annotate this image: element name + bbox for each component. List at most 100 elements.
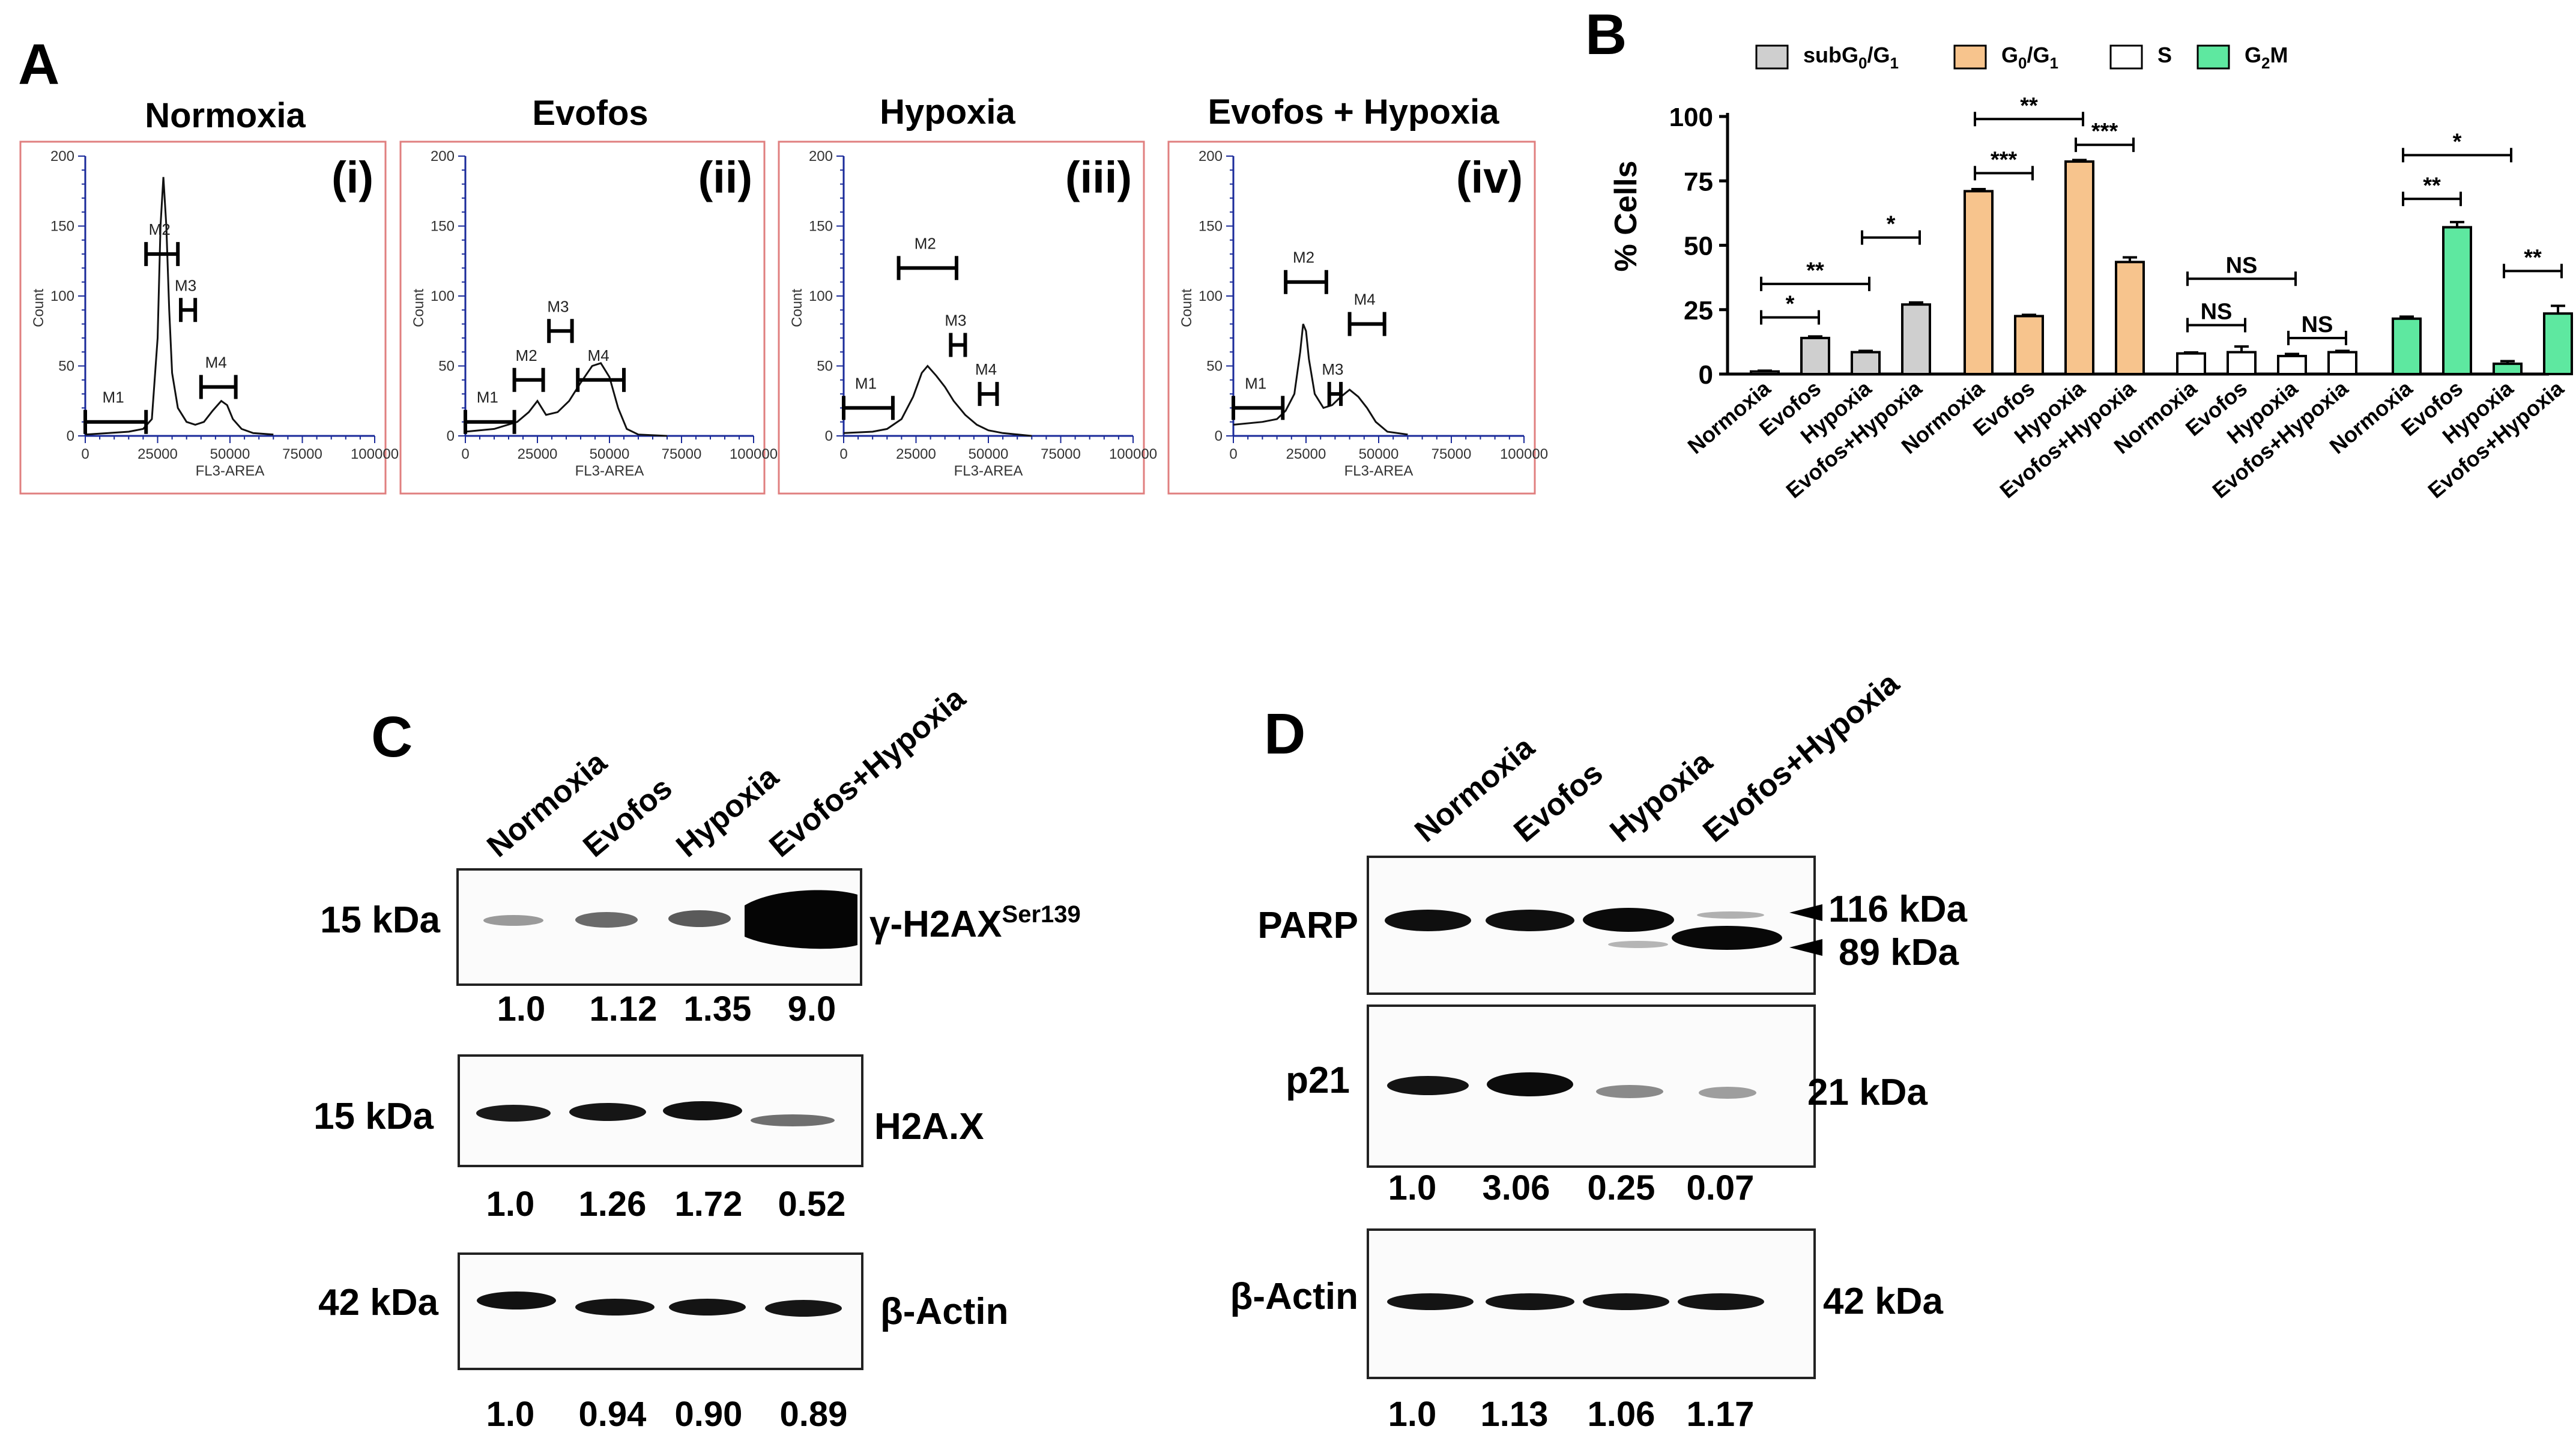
significance-bracket: ** — [2503, 245, 2563, 279]
x-tick-label: 25000 — [1286, 446, 1326, 462]
y-tick-label: 100 — [1199, 288, 1223, 304]
band — [745, 890, 857, 949]
blot-parp: PARP 116 kDa 89 kDa — [1257, 856, 1968, 995]
significance-bracket: NS — [2287, 312, 2347, 345]
band — [477, 1291, 556, 1310]
y-tick-label: 75 — [1684, 167, 1713, 196]
x-axis-label: FL3-AREA — [1344, 463, 1413, 479]
band — [1387, 1076, 1469, 1095]
panel-c-letter: C — [371, 705, 413, 769]
series-3: NormoxiaEvofosHypoxiaEvofos+HypoxiaNSNSN… — [2109, 253, 2357, 503]
legend-subscript: 1 — [2050, 54, 2058, 72]
gate-label: M3 — [547, 297, 569, 315]
x-axis-label: FL3-AREA — [954, 463, 1023, 479]
x-tick-label: 25000 — [896, 446, 936, 462]
bar — [1800, 336, 1830, 376]
legend-item: S — [2109, 43, 2172, 70]
arrowhead-116-icon — [1789, 904, 1822, 921]
gate-label: M2 — [1293, 249, 1314, 267]
x-axis-label: FL3-AREA — [575, 463, 644, 479]
x-tick-label: 25000 — [138, 446, 178, 462]
significance-label: NS — [2201, 299, 2233, 324]
gate-m3: M3 — [945, 312, 967, 357]
significance-label: * — [1887, 212, 1896, 237]
significance-bracket: *** — [1974, 147, 2034, 181]
band — [575, 1299, 655, 1316]
x-tick-label: 50000 — [210, 446, 250, 462]
band — [669, 1299, 746, 1316]
quant-values-h2ax: 1.0 1.26 1.72 0.52 — [486, 1185, 846, 1224]
significance-label: ** — [1806, 258, 1824, 283]
band — [1486, 910, 1574, 931]
legend-label-main: G — [2245, 43, 2261, 67]
histogram-numeral: (iv) — [1456, 153, 1523, 202]
band — [668, 910, 731, 927]
legend-label-main: G — [2001, 43, 2018, 67]
significance-label: *** — [2091, 119, 2118, 144]
x-tick-label: 0 — [1229, 446, 1237, 462]
significance-label: ** — [2423, 173, 2441, 198]
y-tick-label: 100 — [1669, 103, 1713, 132]
y-tick-label: 0 — [67, 428, 74, 444]
y-tick-label: 50 — [1684, 232, 1713, 261]
significance-label: NS — [2302, 312, 2333, 337]
x-tick-label: 50000 — [969, 446, 1009, 462]
histogram-title: Hypoxia — [880, 92, 1015, 131]
gate-label: M1 — [1245, 374, 1266, 392]
band — [1583, 908, 1674, 932]
y-tick-label: 50 — [817, 358, 833, 375]
histogram-numeral: (ii) — [698, 153, 752, 202]
band — [1387, 1293, 1474, 1310]
quant-value: 1.17 — [1687, 1395, 1755, 1434]
significance-label: *** — [1991, 147, 2018, 172]
bar — [1851, 351, 1881, 375]
quant-value: 1.0 — [1388, 1168, 1437, 1207]
y-tick-label: 0 — [1215, 428, 1223, 444]
protein-label: γ-H2AXSer139 — [869, 901, 1081, 945]
x-tick-label: 100000 — [351, 446, 399, 462]
gate-label: M2 — [516, 346, 537, 364]
gate-m2: M2 — [896, 234, 958, 280]
legend-subscript: 2 — [2261, 54, 2270, 72]
legend-subscript: 0 — [1858, 54, 1867, 72]
significance-label: ** — [2524, 245, 2542, 270]
bar — [2392, 317, 2422, 376]
band — [1697, 911, 1764, 919]
gate-m4: M4 — [1347, 291, 1386, 336]
significance-label: ** — [2020, 93, 2038, 118]
y-tick-label: 0 — [1699, 360, 1713, 390]
x-tick-label: 50000 — [590, 446, 630, 462]
y-axis-label: Count — [1179, 289, 1195, 327]
bar — [2277, 354, 2307, 375]
histogram-3: Hypoxia (iii) 0 25000 50000 75000 100000 0 50 100… — [778, 92, 1157, 495]
histogram-1: Normoxia (i) 0 25000 50000 75000 100000 0 50 100 1… — [19, 96, 399, 495]
y-tick-label: 150 — [809, 219, 833, 235]
significance-bracket: ** — [1760, 258, 1870, 291]
quant-values-gamma-h2ax: 1.0 1.12 1.35 9.0 — [497, 989, 836, 1029]
y-tick-label: 0 — [825, 428, 833, 444]
quant-value: 1.06 — [1588, 1395, 1655, 1434]
histogram-title: Evofos — [532, 94, 648, 133]
protein-name: γ-H2AX — [869, 904, 1002, 945]
band — [1486, 1293, 1574, 1310]
quant-value: 0.90 — [675, 1395, 743, 1434]
gate-m2: M2 — [1284, 249, 1328, 294]
x-tick-label: 75000 — [282, 446, 322, 462]
y-tick-label: 50 — [1206, 358, 1223, 375]
significance-label: * — [1786, 292, 1795, 317]
gate-m1: M1 — [1232, 374, 1285, 420]
x-axis-label: FL3-AREA — [196, 463, 265, 479]
x-tick-label: 75000 — [1041, 446, 1081, 462]
legend-subscript: 1 — [1890, 54, 1899, 72]
quant-value: 0.52 — [778, 1185, 846, 1224]
y-tick-label: 100 — [431, 288, 455, 304]
band — [765, 1300, 842, 1317]
x-tick-label: 100000 — [1109, 446, 1157, 462]
histogram-curve — [465, 362, 668, 437]
y-axis-label: Count — [411, 289, 427, 327]
bar — [1964, 190, 1994, 375]
bar — [2064, 160, 2094, 375]
protein-label: PARP — [1257, 905, 1358, 946]
y-tick-label: 200 — [809, 148, 833, 165]
